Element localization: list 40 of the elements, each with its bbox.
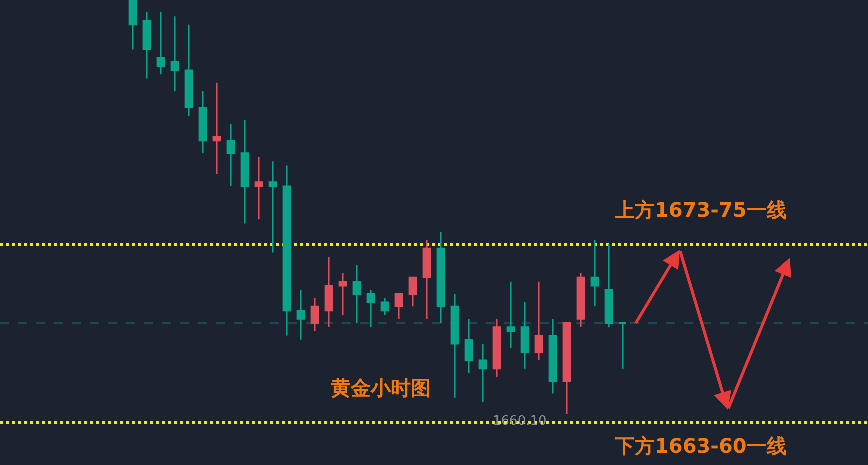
annotation: 1660.10 [493, 414, 547, 429]
candlestick [562, 322, 572, 416]
candlestick [282, 165, 292, 336]
candlestick [506, 281, 516, 349]
candlestick [394, 294, 404, 320]
candlestick [310, 298, 320, 332]
candlestick [408, 276, 418, 308]
candlestick [352, 264, 362, 324]
candlestick [548, 318, 558, 394]
candlestick [212, 82, 222, 175]
candlestick [618, 322, 628, 370]
candlestick [450, 294, 460, 399]
candlestick [464, 318, 474, 374]
candlestick [380, 298, 390, 316]
candlestick [240, 119, 250, 225]
candlestick [184, 24, 194, 117]
annotation: 黄金小时图 [330, 376, 431, 400]
candlestick [604, 244, 614, 328]
candlestick [324, 256, 334, 328]
candlestick [170, 16, 180, 92]
candlestick [142, 12, 152, 80]
candlestick [534, 281, 544, 362]
candlestick [422, 240, 432, 320]
candlestick [492, 318, 502, 378]
candlestick [576, 272, 586, 328]
candlestick [254, 156, 264, 220]
text: 下方1663-60一线 [614, 434, 787, 458]
candlestick [366, 289, 376, 328]
candlestick [520, 302, 530, 370]
candlestick [156, 12, 166, 76]
annotation: 上方1673-75一线 [614, 198, 787, 222]
candlestick [436, 231, 446, 324]
candlestick [268, 160, 278, 254]
candlestick [198, 90, 208, 154]
candlestick [478, 343, 488, 403]
candlestick [338, 272, 348, 316]
candlestick [296, 289, 306, 341]
candlestick [226, 124, 236, 188]
candlestick [590, 240, 600, 308]
candlestick [128, 0, 138, 50]
